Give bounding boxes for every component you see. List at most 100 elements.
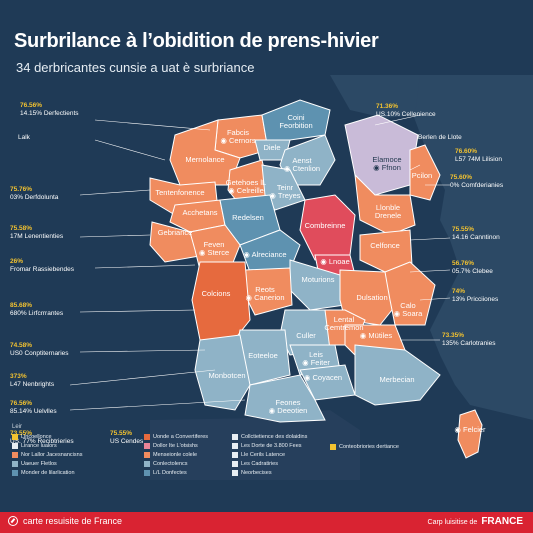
legend-label: Monder de lilarlication xyxy=(21,470,75,476)
callout-right-1: Berlen de Llote xyxy=(418,134,462,142)
legend-item: Lincoellonce xyxy=(12,434,52,440)
callout-pct: 75.58% xyxy=(10,225,33,232)
region-label: Teinr ◉ Treyes xyxy=(269,183,300,200)
region-label: Tentenfonence xyxy=(155,188,204,197)
region-label: Leis ◉ Feiter xyxy=(302,350,330,367)
callout-left-5: 85.68% 680% Lirfcrrrantes xyxy=(10,302,63,318)
legend-swatch xyxy=(232,443,238,449)
legend-item: Conlectolencs xyxy=(144,461,188,467)
legend-label: Les Dorte de 3.800 Fees xyxy=(241,443,302,449)
region-label: Coini Feorbition xyxy=(279,113,312,130)
legend-swatch xyxy=(144,434,150,440)
callout-text: US.10% Cellenience xyxy=(376,111,436,118)
callout-right-4: 75.55% 14.16 Canntinon xyxy=(452,226,500,242)
callout-text: 17M Lenentienties xyxy=(10,233,64,240)
legend-swatch xyxy=(12,461,18,467)
region-label: Fabcis ◉ Cernors xyxy=(220,128,256,145)
callout-text: 14.16 Canntinon xyxy=(452,234,500,241)
callout-left-3: 75.58% 17M Lenentienties xyxy=(10,225,63,241)
callout-pct: 76.56% xyxy=(10,400,33,407)
callout-pct: 75.55% xyxy=(110,430,133,437)
callout-pct: 76.56% xyxy=(20,102,43,109)
legend-swatch xyxy=(232,461,238,467)
legend-item: Lirance lualors xyxy=(12,443,57,449)
legend-label: Lincoellonce xyxy=(21,434,52,440)
callout-left-7: 373% L47 Nenbrights xyxy=(10,373,54,389)
callout-left-1: 76.56% 14.15% Derfectients xyxy=(20,102,79,118)
region-label: Eoteeloe xyxy=(248,351,278,360)
callout-right-2: 76.60% L57 74M Lilision xyxy=(455,148,502,164)
legend-swatch xyxy=(144,470,150,476)
legend-item: Collctietience des dolaidins xyxy=(232,434,307,440)
region-label: ◉ Mütiles xyxy=(360,331,393,340)
region-label: Feones ◉ Deeotien xyxy=(269,398,308,415)
legend-swatch xyxy=(12,443,18,449)
page-subtitle: 34 derbricantes cunsie a uat è surbrianc… xyxy=(16,60,255,75)
callout-pct: 73.55% xyxy=(10,430,33,437)
region-label: ◉ Felcier xyxy=(454,425,486,434)
regions xyxy=(149,99,483,459)
callout-text: 85.14% Uelvlles xyxy=(10,408,57,415)
legend-item: Les Dorte de 3.800 Fees xyxy=(232,443,302,449)
callout-left-8: 76.56% 85.14% Uelvlles xyxy=(10,400,57,416)
legend-item: Monder de lilarlication xyxy=(12,470,75,476)
legend-swatch xyxy=(12,434,18,440)
callout-pct: 75.60% xyxy=(450,174,473,181)
legend-item: Les Cadratiries xyxy=(232,461,278,467)
callout-bottom-extra: 75.55% US Cendes xyxy=(110,430,143,446)
callout-text: Lalk xyxy=(18,134,30,141)
callout-text: Fromar Rassiebendes xyxy=(10,266,74,273)
legend-label: Lle Cerils Latence xyxy=(241,452,286,458)
region-label: ◉ Coyacen xyxy=(304,373,342,382)
legend-item: Nor Lallor Jacesnancisns xyxy=(12,452,82,458)
footer-left: carte resuisite de France xyxy=(8,516,122,526)
legend-item: Conteobriories dertiance xyxy=(330,444,399,450)
legend-item: Menseionle colele xyxy=(144,452,197,458)
legend-swatch xyxy=(232,452,238,458)
legend-label: Lirance lualors xyxy=(21,443,57,449)
region-31 xyxy=(194,334,251,411)
legend-swatch xyxy=(330,444,336,450)
legend-swatch xyxy=(144,443,150,449)
callout-right-6: 74% 13% Pricciiones xyxy=(452,288,498,304)
region-label: Gebriance xyxy=(158,228,193,237)
callout-text: 14.15% Derfectients xyxy=(20,110,79,117)
callout-left-6: 74.58% US0 Conptiternaries xyxy=(10,342,69,358)
neighbor-land-south xyxy=(150,410,360,480)
region-label: Colcions xyxy=(202,289,231,298)
legend-swatch xyxy=(232,470,238,476)
callout-pct: 75.55% xyxy=(452,226,475,233)
region-15 xyxy=(149,221,206,263)
legend-item: Uonde a Convertiferes xyxy=(144,434,208,440)
region-17 xyxy=(239,229,301,273)
region-label: Redelsen xyxy=(232,213,264,222)
callout-right-0: 71.36% US.10% Cellenience xyxy=(376,103,436,119)
callout-text: US Cendes xyxy=(110,438,144,445)
region-label: Merbecian xyxy=(379,375,414,384)
callout-right-5: 56.76% 05.7% Clebee xyxy=(452,260,493,276)
region-label: Moturions xyxy=(302,275,335,284)
legend-item: Lle Cerils Latence xyxy=(232,452,285,458)
region-label: Llonble Drenele xyxy=(375,203,401,220)
footer-left-text: carte resuisite de France xyxy=(23,516,123,526)
legend-label: Dollor Ite L'otsishs xyxy=(153,443,198,449)
legend-swatch xyxy=(12,452,18,458)
callout-left-4: 26% Fromar Rassiebendes xyxy=(10,258,74,274)
footer-bar: carte resuisite de France Carp luisitise… xyxy=(0,512,533,533)
region-label: Culler xyxy=(296,331,316,340)
callout-pct: 373% xyxy=(10,373,27,380)
region-label: Mernolance xyxy=(185,155,224,164)
region-label: Dulsation xyxy=(356,293,387,302)
legend-label: Conteobriories dertiance xyxy=(339,444,399,450)
callout-pct: 71.36% xyxy=(376,103,399,110)
no-entry-icon xyxy=(8,516,18,526)
legend-label: Uonde a Convertiferes xyxy=(153,434,209,440)
page-title: Surbrilance à l’obidition de prens-hivie… xyxy=(14,30,379,52)
legend-label: Menseionle colele xyxy=(153,452,198,458)
legend-swatch xyxy=(12,470,18,476)
legend-swatch xyxy=(144,461,150,467)
callout-right-7: 73.35% 135% Carlotranies xyxy=(442,332,495,348)
callout-pct: 76.60% xyxy=(455,148,478,155)
region-label: Diele xyxy=(263,143,280,152)
callout-pct: 85.68% xyxy=(10,302,33,309)
